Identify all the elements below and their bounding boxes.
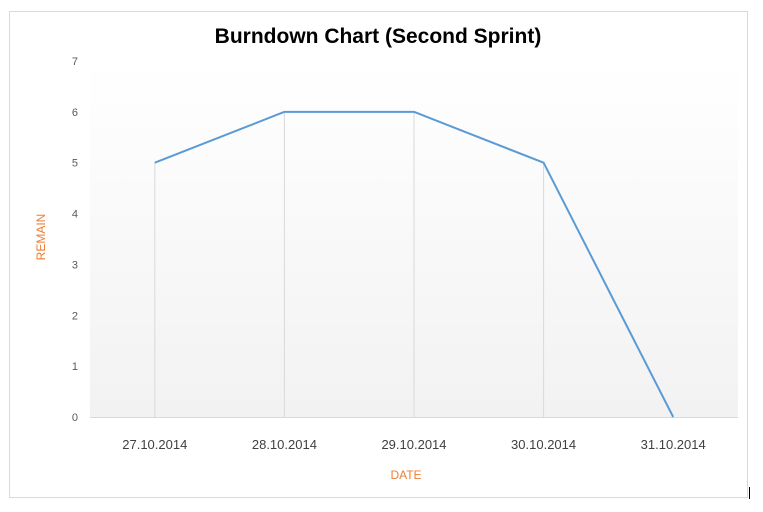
y-tick-label: 7 [72, 56, 78, 68]
y-tick-label: 5 [72, 158, 78, 170]
x-axis-ticks: 27.10.2014 28.10.2014 29.10.2014 30.10.2014… [122, 437, 705, 452]
y-axis-label: REMAIN [34, 214, 48, 261]
text-cursor [749, 487, 750, 499]
x-tick-label: 31.10.2014 [641, 437, 706, 452]
x-tick-label: 28.10.2014 [252, 437, 317, 452]
x-axis-label: DATE [390, 468, 421, 482]
drop-lines [154, 111, 545, 417]
y-tick-label: 6 [72, 107, 78, 119]
y-tick-label: 3 [72, 259, 78, 271]
x-tick-label: 27.10.2014 [122, 437, 187, 452]
y-axis-ticks: 0 1 2 3 4 5 6 7 [72, 56, 78, 424]
y-tick-label: 2 [72, 310, 78, 322]
y-tick-label: 4 [72, 209, 78, 221]
y-tick-label: 0 [72, 412, 78, 424]
chart-title: Burndown Chart (Second Sprint) [215, 25, 542, 48]
x-tick-label: 29.10.2014 [381, 437, 446, 452]
y-tick-label: 1 [72, 361, 78, 373]
x-tick-label: 30.10.2014 [511, 437, 576, 452]
series-layer [154, 110, 675, 418]
